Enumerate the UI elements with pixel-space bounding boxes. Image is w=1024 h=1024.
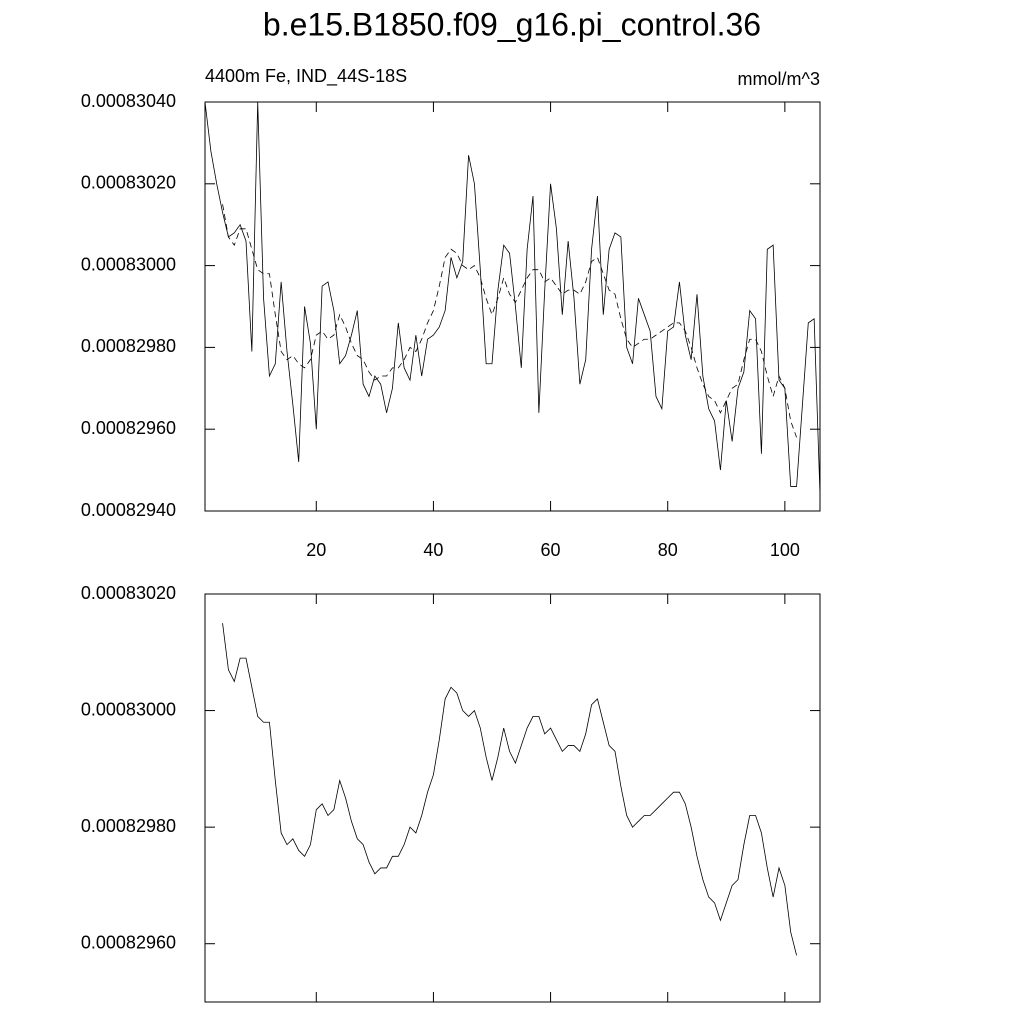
- y-tick-label: 0.00083040: [81, 91, 176, 111]
- y-tick-label: 0.00082940: [81, 500, 176, 520]
- data-line: [222, 204, 797, 438]
- y-tick-label: 0.00083020: [81, 583, 176, 603]
- y-tick-label: 0.00082960: [81, 418, 176, 438]
- plot-frame: [204, 593, 821, 1003]
- y-tick-label: 0.00082980: [81, 816, 176, 836]
- data-line: [204, 101, 821, 495]
- y-tick-label: 0.00083020: [81, 173, 176, 193]
- data-line: [222, 623, 797, 956]
- subtitle-left: 4400m Fe, IND_44S-18S: [205, 66, 407, 87]
- x-tick-label: 40: [423, 540, 443, 560]
- x-tick-label: 80: [658, 540, 678, 560]
- y-tick-label: 0.00083000: [81, 699, 176, 719]
- y-tick-label: 0.00082960: [81, 932, 176, 952]
- y-tick-label: 0.00082980: [81, 336, 176, 356]
- x-tick-label: 20: [306, 540, 326, 560]
- y-tick-label: 0.00083000: [81, 254, 176, 274]
- subtitle-right: mmol/m^3: [738, 69, 820, 89]
- chart-title: b.e15.B1850.f09_g16.pi_control.36: [263, 6, 761, 42]
- x-tick-label: 100: [770, 540, 800, 560]
- plot-frame: [204, 101, 821, 512]
- x-tick-label: 60: [541, 540, 561, 560]
